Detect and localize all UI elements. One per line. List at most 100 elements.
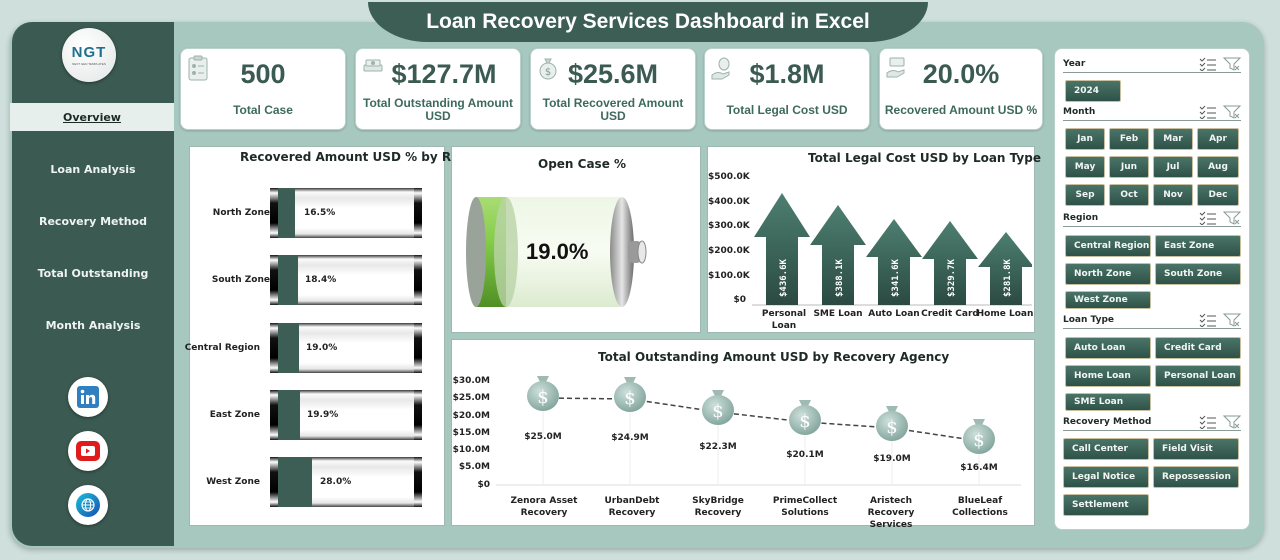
slicer-item-repossession[interactable]: Repossession: [1153, 466, 1239, 488]
slicer-item-sme-loan[interactable]: SME Loan: [1065, 393, 1151, 411]
multi-select-icon[interactable]: [1199, 211, 1217, 225]
x-category: SME Loan: [813, 309, 863, 319]
website-button[interactable]: [68, 485, 108, 525]
page-title: Loan Recovery Services Dashboard in Exce…: [368, 2, 928, 42]
multi-select-icon[interactable]: [1199, 415, 1217, 429]
line-plot: $: [496, 376, 1021, 486]
clear-filter-icon[interactable]: [1223, 105, 1241, 119]
region-label: West Zone: [206, 477, 260, 487]
slicer-item-sep[interactable]: Sep: [1065, 184, 1105, 206]
slicer-item-jun[interactable]: Jun: [1109, 156, 1149, 178]
slicer-item-call-center[interactable]: Call Center: [1063, 438, 1149, 460]
youtube-icon: [76, 441, 100, 461]
open-case-value: 19.0%: [526, 239, 589, 264]
region-value: 19.9%: [307, 410, 339, 420]
slicer-title: Loan Type: [1063, 314, 1115, 325]
kpi-label: Recovered Amount USD %: [884, 102, 1038, 117]
slicer-item-mar[interactable]: Mar: [1153, 128, 1193, 150]
kpi-recovered-percent: 20.0% Recovered Amount USD %: [879, 48, 1043, 130]
y-tick: $0: [733, 295, 746, 305]
slicer-item-oct[interactable]: Oct: [1109, 184, 1149, 206]
y-tick: $20.0M: [452, 411, 490, 421]
logo: NGT NEXT GEN TEMPLATES: [62, 28, 116, 82]
youtube-button[interactable]: [68, 431, 108, 471]
chart-recovered-by-region: Recovered Amount USD % by Region North Z…: [185, 146, 489, 526]
chart-title: Total Outstanding Amount USD by Recovery…: [598, 350, 950, 364]
slicer-item-feb[interactable]: Feb: [1109, 128, 1149, 150]
slicer-item-legal-notice[interactable]: Legal Notice: [1063, 466, 1149, 488]
data-label: $22.3M: [699, 442, 737, 452]
kpi-label: Total Legal Cost USD: [726, 102, 848, 117]
slicer-item-2024[interactable]: 2024: [1065, 80, 1121, 102]
slicer-item-nov[interactable]: Nov: [1153, 184, 1193, 206]
slicer-month-header: Month: [1063, 103, 1241, 121]
slicer-region-header: Region: [1063, 209, 1241, 227]
data-label: $25.0M: [524, 432, 562, 442]
slicer-item-credit-card[interactable]: Credit Card: [1155, 337, 1241, 359]
slicer-item-may[interactable]: May: [1065, 156, 1105, 178]
region-bar: [270, 390, 422, 440]
slicer-item-east-zone[interactable]: East Zone: [1155, 235, 1241, 257]
region-bar: [270, 457, 422, 507]
linkedin-button[interactable]: [68, 377, 108, 417]
x-category: UrbanDebt Recovery: [604, 496, 660, 518]
sidebar-item-total-outstanding[interactable]: Total Outstanding: [37, 266, 149, 280]
slicer-item-auto-loan[interactable]: Auto Loan: [1065, 337, 1151, 359]
clear-filter-icon[interactable]: [1223, 57, 1241, 71]
sidebar-item-recovery-method[interactable]: Recovery Method: [39, 214, 147, 228]
data-label: $16.4M: [960, 463, 998, 473]
svg-text:$: $: [545, 67, 551, 78]
kpi-total-recovered: $ $25.6M Total Recovered Amount USD: [530, 48, 696, 130]
y-tick: $5.0M: [458, 462, 490, 472]
slicer-item-aug[interactable]: Aug: [1197, 156, 1239, 178]
logo-mark: NGT: [71, 44, 107, 61]
y-tick: $15.0M: [452, 428, 490, 438]
slicer-item-south-zone[interactable]: South Zone: [1155, 263, 1241, 285]
clear-filter-icon[interactable]: [1223, 415, 1241, 429]
x-category: Aristech Recovery Services: [867, 496, 915, 530]
svg-text:$329.7K: $329.7K: [947, 258, 957, 297]
sidebar-item-loan-analysis[interactable]: Loan Analysis: [50, 162, 136, 176]
svg-text:$341.6K: $341.6K: [891, 258, 901, 297]
slicer-item-jan[interactable]: Jan: [1065, 128, 1105, 150]
money-stack-icon: [363, 59, 383, 72]
multi-select-icon[interactable]: [1199, 105, 1217, 119]
slicer-item-north-zone[interactable]: North Zone: [1065, 263, 1151, 285]
slicer-year-header: Year: [1063, 55, 1241, 73]
slicer-title: Region: [1063, 212, 1099, 223]
sidebar-item-overview[interactable]: Overview: [10, 103, 174, 131]
sidebar-item-month-analysis[interactable]: Month Analysis: [45, 318, 141, 332]
kpi-total-outstanding: $127.7M Total Outstanding Amount USD: [355, 48, 521, 130]
slicer-item-jul[interactable]: Jul: [1153, 156, 1193, 178]
hand-money-icon: [711, 57, 730, 80]
clear-filter-icon[interactable]: [1223, 211, 1241, 225]
region-value: 28.0%: [320, 477, 352, 487]
slicer-item-home-loan[interactable]: Home Loan: [1065, 365, 1151, 387]
multi-select-icon[interactable]: [1199, 313, 1217, 327]
slicer-item-west-zone[interactable]: West Zone: [1065, 291, 1151, 309]
slicer-panel: Year 2024 Month Jan Feb Mar Apr May Jun …: [1054, 48, 1250, 530]
chart-legal-cost-by-loan-type: Total Legal Cost USD by Loan Type $500.0…: [707, 146, 1041, 333]
globe-icon: [76, 493, 100, 517]
region-bar: [270, 255, 422, 305]
slicer-item-field-visit[interactable]: Field Visit: [1153, 438, 1239, 460]
y-tick: $100.0K: [708, 271, 750, 281]
slicer-item-personal-loan[interactable]: Personal Loan: [1155, 365, 1241, 387]
slicer-item-settlement[interactable]: Settlement: [1063, 494, 1149, 516]
x-category: Credit Card: [921, 309, 979, 319]
cash-hand-icon: [886, 57, 905, 78]
region-value: 19.0%: [306, 343, 338, 353]
chart-title: Open Case %: [538, 157, 627, 171]
slicer-item-dec[interactable]: Dec: [1197, 184, 1239, 206]
region-label: South Zone: [211, 275, 270, 285]
region-bar: [270, 323, 422, 373]
region-bar: [270, 188, 422, 238]
slicer-item-apr[interactable]: Apr: [1197, 128, 1239, 150]
chart-title: Total Legal Cost USD by Loan Type: [808, 151, 1041, 165]
multi-select-icon[interactable]: [1199, 57, 1217, 71]
region-label: North Zone: [212, 208, 270, 218]
slicer-item-central-region[interactable]: Central Region: [1065, 235, 1151, 257]
clear-filter-icon[interactable]: [1223, 313, 1241, 327]
y-tick: $0: [477, 480, 490, 490]
x-category: Home Loan: [976, 309, 1034, 319]
